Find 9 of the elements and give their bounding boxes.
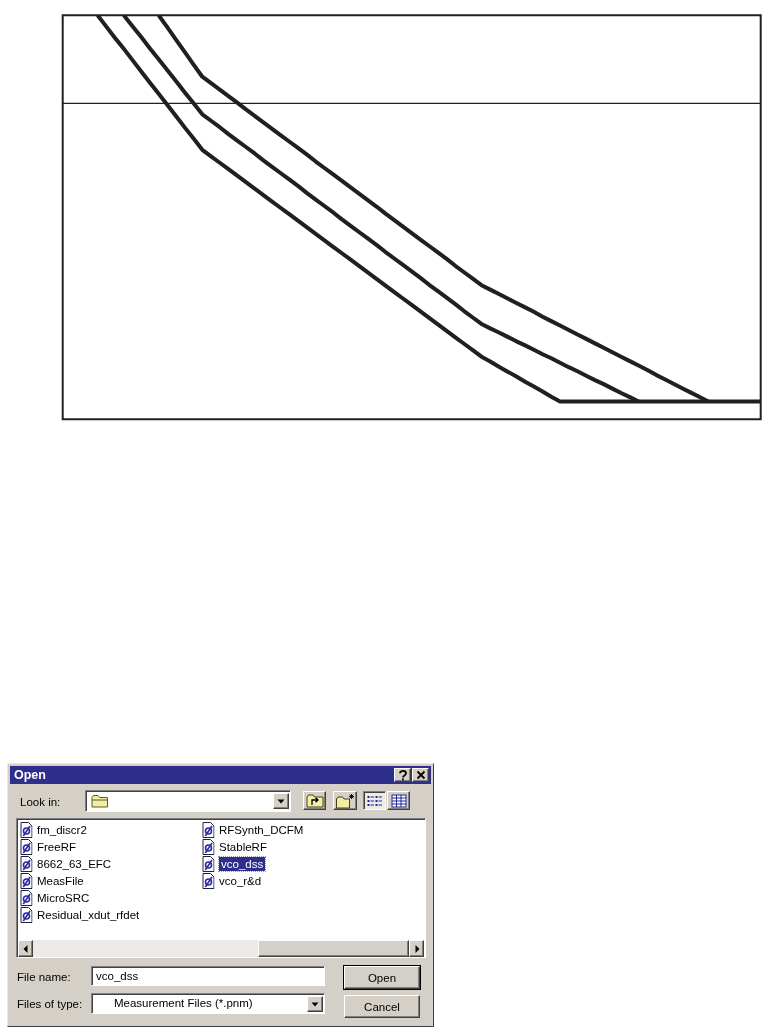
combo-box: Measurement Files (*.pnm) <box>91 993 325 1014</box>
button: Open <box>344 966 420 989</box>
list-box: fm_discr2 FreeRF 8662_63_EFC MeasFile MicroSRC Residual_xdut_rfdet RFSynth_DCFM StableRF vco_dss vco_r&d <box>16 818 426 958</box>
text: Files of type: <box>17 997 83 1011</box>
text: File name: <box>17 970 71 984</box>
button: Cancel <box>344 995 420 1018</box>
text: Look in: <box>20 795 61 809</box>
text-field: vco_dss <box>91 966 325 986</box>
window-header: Open <box>10 766 431 784</box>
